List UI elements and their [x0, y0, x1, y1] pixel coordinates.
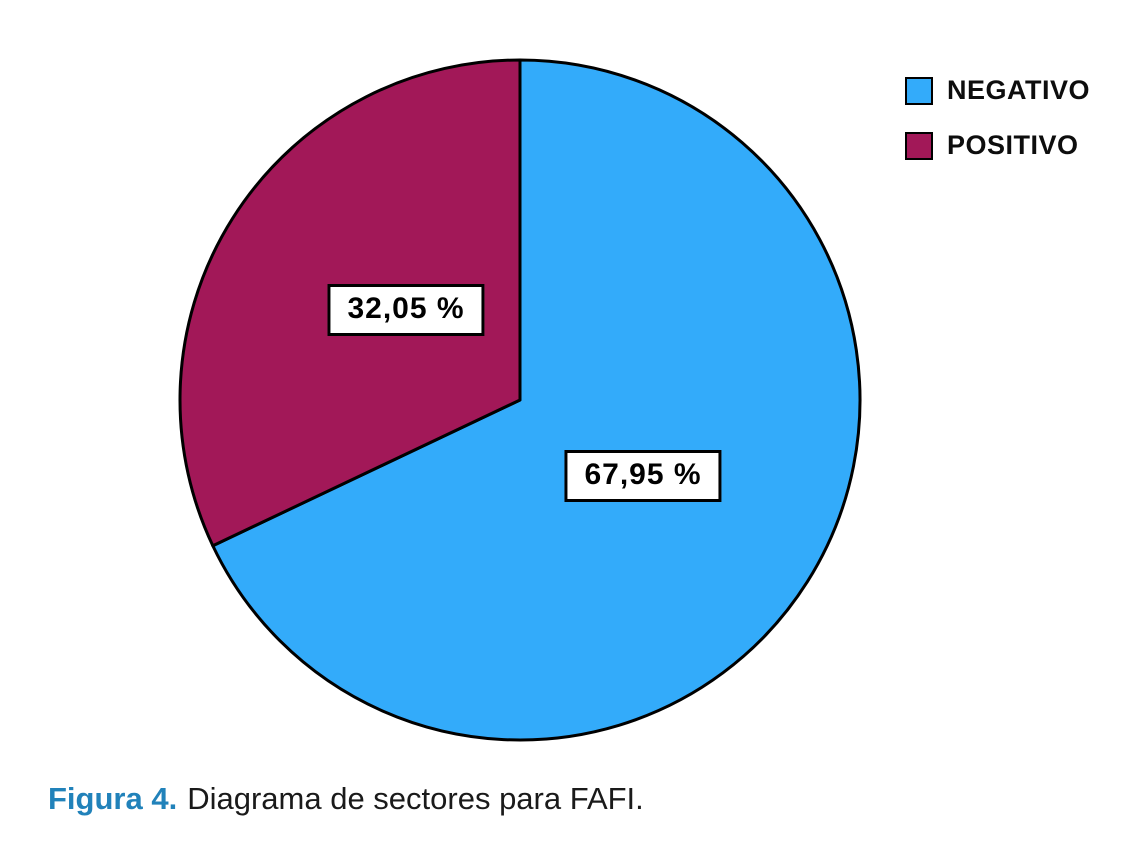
legend-item-positivo: POSITIVO	[905, 130, 1090, 161]
slice-label-negativo: 67,95 %	[564, 450, 722, 502]
figure-caption: Figura 4. Diagrama de sectores para FAFI.	[48, 781, 644, 817]
figure-caption-prefix: Figura 4.	[48, 781, 178, 816]
pie-slice-negativo	[211, 58, 862, 742]
positivo-swatch-icon	[905, 131, 933, 160]
negativo-swatch-icon	[905, 76, 933, 105]
legend-label-positivo: POSITIVO	[947, 130, 1079, 160]
slice-label-positivo: 32,05 %	[327, 284, 485, 336]
legend-label-negativo: NEGATIVO	[947, 75, 1091, 105]
legend-item-negativo: NEGATIVO	[905, 75, 1090, 106]
figure-caption-text: Diagrama de sectores para FAFI.	[187, 781, 644, 816]
legend: NEGATIVO POSITIVO	[905, 75, 1090, 161]
